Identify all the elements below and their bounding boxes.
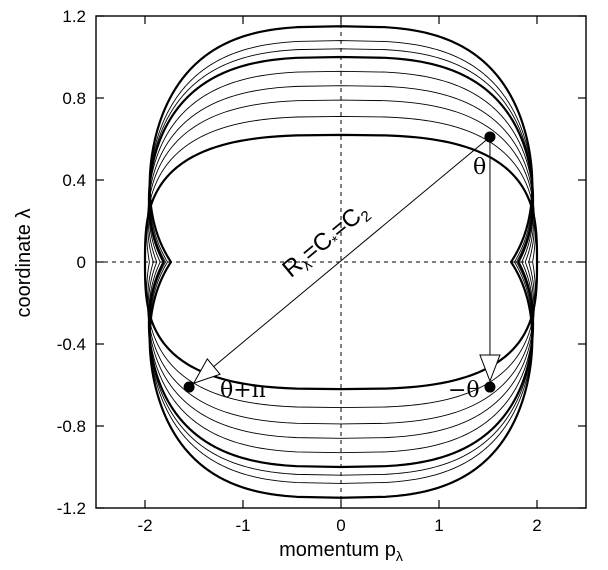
arrow-head-1 (192, 358, 221, 385)
theta-label: θ (473, 155, 486, 180)
y-tick-label-1: -1.2 (57, 499, 86, 518)
x-tick-label-3: 0 (336, 516, 345, 535)
contour-lines (143, 25, 539, 499)
x-axis-title: momentum pλ (279, 539, 403, 564)
contour-line-4 (147, 85, 535, 439)
x-axis-title-main: momentum p (279, 539, 396, 561)
contour-line-2 (146, 116, 536, 408)
y-tick-label-6: 0.8 (62, 89, 86, 108)
contour-line-3 (147, 99, 535, 425)
x-tick-label-5: 2 (532, 516, 541, 535)
contour-line-9 (148, 25, 534, 499)
y-tick-label-4: 0 (77, 253, 86, 272)
y-tick-label-3: -0.4 (57, 335, 86, 354)
contour-line-6 (147, 55, 535, 469)
contour-line-5 (148, 70, 534, 454)
point-3 (484, 381, 496, 393)
contour-line-1 (143, 133, 539, 391)
x-tick-label-4: 1 (434, 516, 443, 535)
x-tick-label-2: -1 (235, 516, 250, 535)
x-tick-label-1: -2 (137, 516, 152, 535)
y-axis-title: coordinate λ (13, 209, 35, 318)
arrows (192, 136, 501, 385)
axis-ticks: -2 -1 0 1 2 -1.2 -0.8 -0.4 0 0.4 0.8 1.2 (57, 7, 586, 535)
arrow-shaft-1 (213, 136, 491, 367)
y-tick-label-2: -0.8 (57, 417, 86, 436)
y-tick-label-5: 0.4 (62, 171, 86, 190)
zero-lines (96, 16, 586, 508)
minus-theta-label: −θ (448, 378, 480, 403)
plot-frame (95, 15, 587, 509)
marked-points (183, 131, 496, 393)
x-axis-title-subscript: λ (396, 548, 403, 564)
contour-line-8 (148, 40, 534, 484)
point-1 (484, 131, 496, 143)
theta-plus-pi-label: θ+π (220, 378, 266, 403)
contour-line-7 (148, 48, 534, 476)
point-2 (183, 381, 195, 393)
arrow-head-2 (479, 354, 501, 383)
y-tick-label-7: 1.2 (62, 7, 86, 26)
